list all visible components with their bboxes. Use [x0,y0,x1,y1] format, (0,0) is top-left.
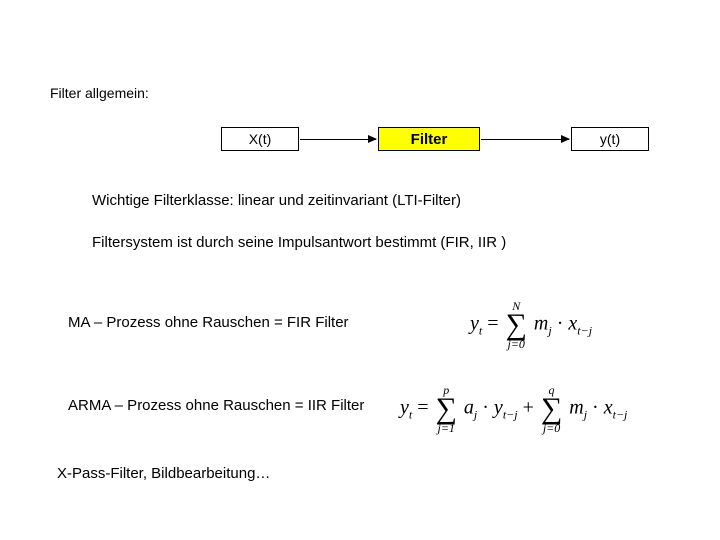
ma-sum-limits: N ∑ j=0 [506,300,527,350]
arma-plus: + [523,397,539,419]
arma-line: ARMA – Prozess ohne Rauschen = IIR Filte… [68,397,364,414]
arma-s2t1-sub: j [584,408,587,422]
arma-s1t1-sub: j [474,408,477,422]
impuls-line: Filtersystem ist durch seine Impulsantwo… [92,234,506,251]
arma-dot1: · [482,397,494,419]
sigma-icon: ∑ [541,394,562,424]
output-signal-box: y(t) [571,127,649,151]
ma-t2: x [568,313,577,335]
arma-sum1-limits: p ∑ j=1 [436,384,457,434]
arma-s2t2: x [604,397,613,419]
ma-eq: = [487,313,503,335]
arma-eq: = [417,397,433,419]
arma-s1-bot: j=1 [437,422,454,434]
arrow-filter-to-output [481,139,569,140]
arma-dot2: · [592,397,604,419]
ma-lhs-sub: t [479,324,482,338]
arma-s2t2-sub: t−j [613,408,628,422]
arma-s1t1: a [464,397,474,419]
ma-lhs: y [470,313,479,335]
xpass-line: X-Pass-Filter, Bildbearbeitung… [57,465,270,482]
sigma-icon: ∑ [436,394,457,424]
arrow-input-to-filter [300,139,376,140]
sigma-icon: ∑ [506,310,527,340]
input-signal-label: X(t) [249,131,272,147]
ma-formula: yt = N ∑ j=0 mj · xt−j [470,300,592,350]
arma-formula: yt = p ∑ j=1 aj · yt−j + q ∑ j=0 mj · xt… [400,384,627,434]
input-signal-box: X(t) [221,127,299,151]
ma-t1-sub: j [548,324,551,338]
filter-box-label: Filter [411,131,448,148]
arma-s2t1: m [569,397,583,419]
ma-t2-sub: t−j [577,324,592,338]
arma-s1t2-sub: t−j [503,408,518,422]
section-heading: Filter allgemein: [50,85,149,101]
ma-t1: m [534,313,548,335]
ma-dot: · [557,313,569,335]
lti-line: Wichtige Filterklasse: linear und zeitin… [92,192,461,209]
arma-sum2-limits: q ∑ j=0 [541,384,562,434]
arma-s1t2: y [494,397,503,419]
arma-lhs-sub: t [409,408,412,422]
output-signal-label: y(t) [600,131,620,147]
arma-lhs: y [400,397,409,419]
filter-box: Filter [378,127,480,151]
ma-line: MA – Prozess ohne Rauschen = FIR Filter [68,314,349,331]
ma-sum-bot: j=0 [507,338,524,350]
arma-s2-bot: j=0 [543,422,560,434]
